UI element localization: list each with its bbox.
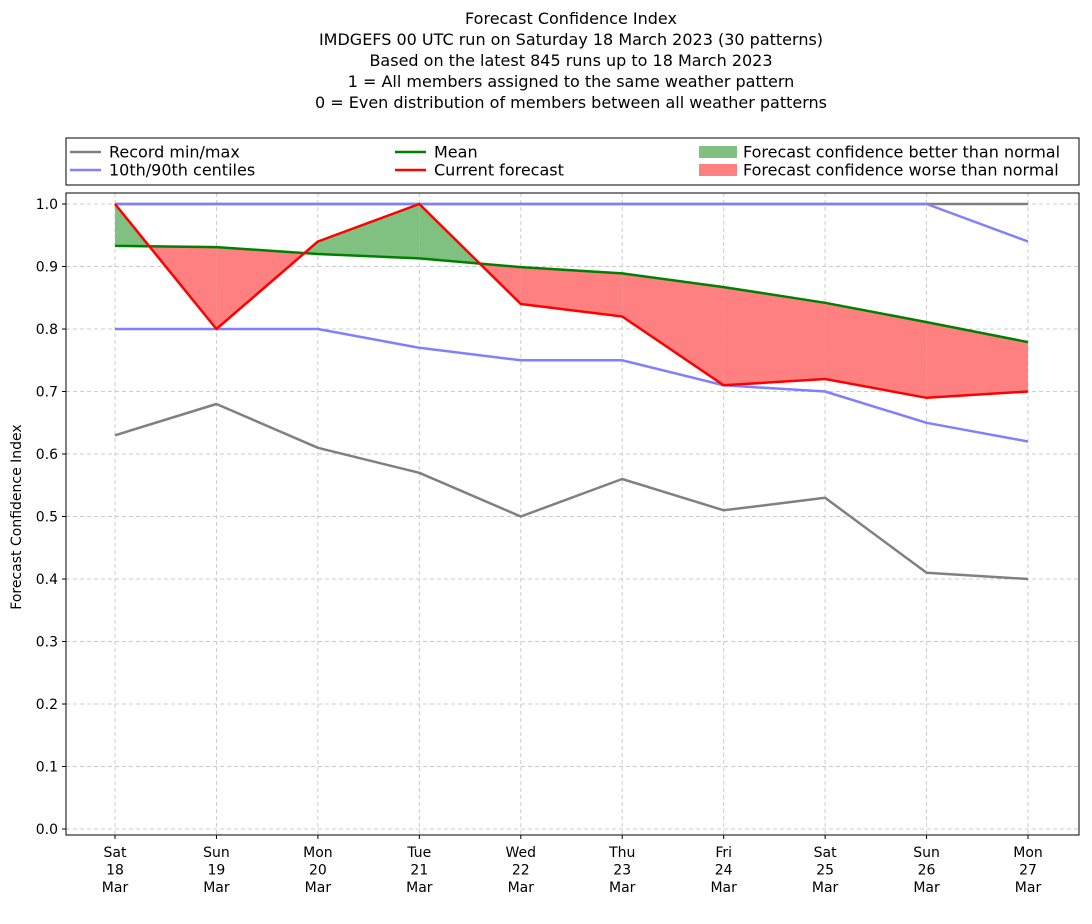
title-line-1: Forecast Confidence Index <box>465 9 677 28</box>
x-tick-label-9: Mon 27 Mar <box>1013 845 1043 896</box>
y-axis: 0.0 0.1 0.2 0.3 0.4 0.5 0.6 0.7 0.8 0.9 1.0 <box>36 197 66 838</box>
worse-fill-5-0 <box>622 273 724 386</box>
y-tick-label-3: 0.3 <box>36 635 58 651</box>
legend-swatch-worse <box>699 164 737 176</box>
series-10th-centile <box>115 327 1029 443</box>
series-lines <box>114 202 1029 581</box>
legend-label-better: Forecast confidence better than normal <box>743 143 1060 162</box>
better-fill-2-0 <box>317 204 420 259</box>
x-axis: Sat 18 Mar Sun 19 Mar Mon 20 Mar Tue 21 Mar Wed 22 Mar… <box>102 835 1043 896</box>
y-tick-label-0: 0.0 <box>36 822 58 838</box>
y-tick-label-10: 1.0 <box>36 197 58 213</box>
legend-label-centiles: 10th/90th centiles <box>109 161 255 180</box>
legend-label-current: Current forecast <box>434 161 564 180</box>
series-record-min <box>114 402 1029 581</box>
series-90th-centile <box>115 202 1029 243</box>
y-tick-label-7: 0.7 <box>36 385 58 401</box>
y-tick-label-2: 0.2 <box>36 697 58 713</box>
plot-frame <box>65 192 1080 836</box>
legend: Record min/max Mean Forecast confidence be… <box>65 137 1080 186</box>
x-tick-label-2: Mon 20 Mar <box>303 845 333 896</box>
y-tick-label-1: 0.1 <box>36 760 58 776</box>
worse-fill-8-0 <box>926 322 1028 398</box>
worse-fill-4-0 <box>520 267 623 317</box>
legend-swatch-better <box>699 146 737 158</box>
title-line-2: IMDGEFS 00 UTC run on Saturday 18 March … <box>319 30 823 49</box>
y-tick-label-5: 0.5 <box>36 510 58 526</box>
worse-fill-6-0 <box>723 287 826 386</box>
x-tick-label-5: Thu 23 Mar <box>608 845 636 896</box>
x-tick-label-7: Sat 25 Mar <box>812 845 839 896</box>
plot-border <box>65 192 1080 836</box>
series-current-forecast <box>114 202 1029 400</box>
x-tick-label-8: Sun 26 Mar <box>913 845 940 896</box>
series-mean <box>114 244 1029 344</box>
y-tick-label-8: 0.8 <box>36 322 58 338</box>
x-tick-label-0: Sat 18 Mar <box>102 845 129 896</box>
x-tick-label-1: Sun 19 Mar <box>203 845 230 896</box>
x-tick-label-3: Tue 21 Mar <box>406 845 433 896</box>
x-tick-label-4: Wed 22 Mar <box>506 845 537 896</box>
title-line-5: 0 = Even distribution of members between… <box>315 93 827 112</box>
legend-label-worse: Forecast confidence worse than normal <box>743 161 1059 180</box>
title-line-4: 1 = All members assigned to the same wea… <box>348 72 795 91</box>
title-line-3: Based on the latest 845 runs up to 18 Ma… <box>369 51 772 70</box>
legend-frame <box>65 137 1080 186</box>
y-axis-label: Forecast Confidence Index <box>9 424 25 609</box>
x-tick-label-6: Fri 24 Mar <box>710 845 737 896</box>
y-tick-label-6: 0.6 <box>36 447 58 463</box>
chart-title: Forecast Confidence Index IMDGEFS 00 UTC … <box>315 9 827 112</box>
confidence-fill-areas <box>115 204 1028 398</box>
worse-fill-7-0 <box>825 302 927 398</box>
y-tick-label-4: 0.4 <box>36 572 58 588</box>
legend-label-mean: Mean <box>434 143 478 162</box>
y-tick-label-9: 0.9 <box>36 260 58 276</box>
legend-label-record: Record min/max <box>109 143 240 162</box>
